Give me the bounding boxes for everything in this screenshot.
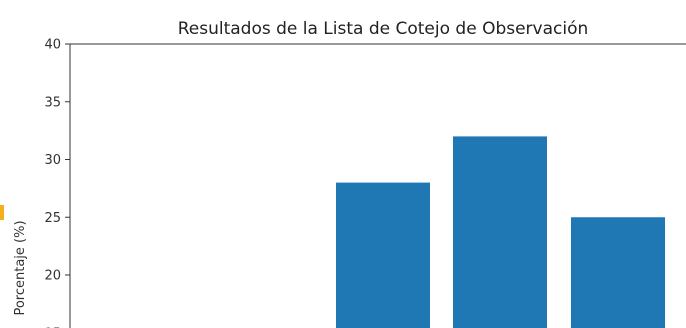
axes-group <box>69 43 686 328</box>
bar <box>571 217 665 328</box>
bar <box>453 136 547 328</box>
y-tick-label: 15 <box>44 326 61 328</box>
y-tick-label: 25 <box>44 211 61 226</box>
y-tick-label: 30 <box>44 153 61 168</box>
y-axis-label: Porcentaje (%) <box>13 220 28 315</box>
y-tick-label: 35 <box>44 95 61 110</box>
left-edge-accent <box>0 205 4 220</box>
y-tick-label: 20 <box>44 269 61 284</box>
y-axis-ticks: 15 20 25 30 35 40 <box>44 38 70 328</box>
bar <box>336 182 430 328</box>
y-tick-label: 40 <box>44 38 61 53</box>
chart-title: Resultados de la Lista de Cotejo de Obse… <box>178 19 589 39</box>
bars-group <box>336 136 665 328</box>
